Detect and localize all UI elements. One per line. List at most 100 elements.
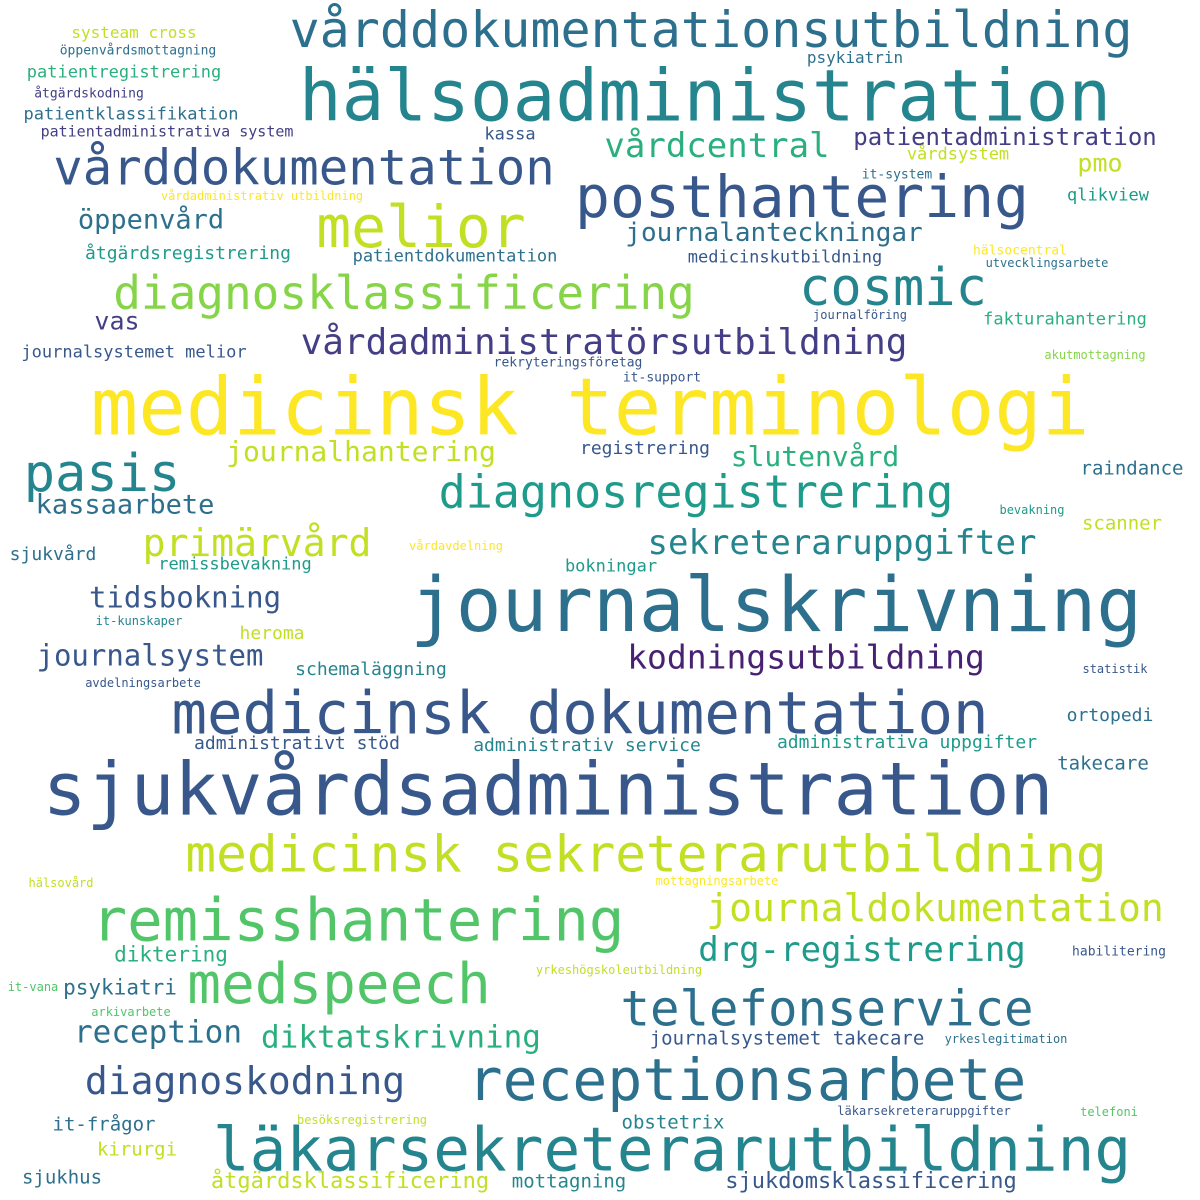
word-raindance: raindance [1080,457,1184,480]
word-it-vana: it-vana [7,980,59,994]
word-medicinsk-dokumentation: medicinsk dokumentation [171,678,989,748]
word-scanner: scanner [1081,512,1163,535]
word-remisshantering: remisshantering [91,885,625,955]
word-mottagningsarbete: mottagningsarbete [655,874,779,888]
word-it-fragor: it-frågor [52,1113,156,1136]
word-it-kunskaper: it-kunskaper [95,614,183,628]
word-drg-registrering: drg-registrering [698,930,1026,970]
word-journalsystem: journalsystem [36,638,264,673]
word-halsovard: hälsovård [28,876,94,890]
word-diktatskrivning: diktatskrivning [261,1019,541,1056]
word-yrkeslegitimation: yrkeslegitimation [944,1032,1068,1046]
word-vardcentral: vårdcentral [604,126,830,166]
word-akutmottagning: akutmottagning [1044,348,1146,362]
word-administrativt-stod: administrativt stöd [194,733,400,754]
word-varddokumentation: vårddokumentation [53,139,555,197]
word-oppenvard: öppenvård [77,204,225,236]
word-psykiatrin: psykiatrin [806,48,904,67]
word-journalsystemet-melior: journalsystemet melior [21,342,247,363]
word-melior: melior [316,193,526,261]
word-journalforing: journalföring [813,308,907,322]
word-atgardsklassificering: åtgärdsklassificering [210,1169,490,1194]
word-systeam-cross: systeam cross [71,23,197,42]
word-takecare: takecare [1057,752,1149,775]
word-journalhantering: journalhantering [226,435,496,468]
word-kodningsutbildning: kodningsutbildning [627,637,985,677]
word-vardsystem: vårdsystem [906,144,1010,165]
word-atgardskodning: åtgärdskodning [34,86,144,102]
word-rekryteringsforetag: rekryteringsföretag [493,355,643,371]
word-primarvard: primärvård [142,521,372,565]
word-medicinskutbildning: medicinskutbildning [687,247,883,268]
word-kassaarbete: kassaarbete [35,489,215,521]
word-patientregistrering: patientregistrering [26,62,222,83]
word-journalskrivning: journalskrivning [409,560,1143,649]
word-vardadministratorsutbildning: vårdadministratörsutbildning [300,322,908,363]
word-vardadministrativ-utbildning: vårdadministrativ utbildning [160,189,364,203]
word-journaldokumentation: journaldokumentation [706,886,1164,930]
word-halsocentral: hälsocentral [973,243,1067,259]
word-halsoadministration: hälsoadministration [298,54,1112,138]
word-arkivarbete: arkivarbete [91,1005,171,1019]
word-posthantering: posthantering [575,163,1029,231]
word-sjukvardsadministration: sjukvårdsadministration [42,747,1054,833]
word-kirurgi: kirurgi [96,1138,178,1161]
word-diagnosregistrering: diagnosregistrering [438,465,954,519]
word-medicinsk-terminologi: medicinsk terminologi [90,361,1090,454]
word-registrering: registrering [579,438,711,459]
word-diktering: diktering [114,942,228,967]
word-oppenvardsmottagning: öppenvårdsmottagning [59,43,217,59]
word-sjukdomsklassificering: sjukdomsklassificering [725,1169,1017,1194]
word-slutenvard: slutenvård [730,440,900,473]
word-sjukhus: sjukhus [21,1166,103,1189]
word-obstetrix: obstetrix [621,1111,725,1134]
word-medspeech: medspeech [187,952,491,1017]
word-medicinsk-sekreterarutbildning: medicinsk sekreterarutbildning [185,825,1107,885]
word-qlikview: qlikview [1067,185,1149,206]
word-telefoni: telefoni [1080,1105,1138,1119]
word-patientklassifikation: patientklassifikation [23,104,239,125]
word-diagnosklassificering: diagnosklassificering [113,266,695,320]
word-heroma: heroma [239,623,305,644]
word-journalanteckningar: journalanteckningar [625,218,923,248]
word-sekreteraruppgifter: sekreteraruppgifter [647,523,1037,563]
word-yrkeshogskoleutbildning: yrkeshögskoleutbildning [535,963,703,977]
word-besoksregistrering: besöksregistrering [296,1113,428,1127]
word-avdelningsarbete: avdelningsarbete [85,676,201,690]
word-pmo: pmo [1077,148,1123,178]
word-reception: reception [74,1014,242,1051]
word-vardavdelning: vårdavdelning [409,539,503,553]
word-psykiatri: psykiatri [63,975,177,1000]
word-patientadministrativa-system: patientadministrativa system [40,122,294,141]
word-administrativ-service: administrativ service [473,735,701,756]
word-sjukvard: sjukvård [9,544,97,565]
word-atgardsregistrering: åtgärdsregistrering [85,243,291,264]
word-receptionsarbete: receptionsarbete [467,1046,1027,1114]
word-administrativa-uppgifter: administrativa uppgifter [776,732,1038,753]
word-it-system: it-system [861,167,933,183]
word-remissbevakning: remissbevakning [158,554,312,575]
word-bevakning: bevakning [999,503,1065,517]
word-patientadministration: patientadministration [853,123,1157,151]
word-journalsystemet-takecare: journalsystemet takecare [649,1027,925,1050]
word-fakturahantering: fakturahantering [983,309,1147,330]
word-tidsbokning: tidsbokning [88,580,282,615]
word-utvecklingsarbete: utvecklingsarbete [985,256,1109,270]
word-mottagning: mottagning [511,1170,627,1193]
word-lakarsekreteraruppgifter: läkarsekreteraruppgifter [837,1104,1011,1118]
word-bokningar: bokningar [564,556,658,577]
word-ortopedi: ortopedi [1066,705,1154,726]
word-habilitering: habilitering [1072,944,1166,960]
word-cosmic: cosmic [799,258,987,318]
word-patientdokumentation: patientdokumentation [352,246,558,267]
word-diagnoskodning: diagnoskodning [84,1059,406,1103]
word-it-support: it-support [622,370,702,386]
word-telefonservice: telefonservice [620,980,1034,1038]
word-varddokumentationsutbildning: vårddokumentationsutbildning [289,1,1133,59]
word-lakarsekreterarutbildning: läkarsekreterarutbildning [212,1114,1132,1186]
word-statistik: statistik [1082,662,1148,676]
word-kassa: kassa [484,124,536,145]
word-schemalaggning: schemaläggning [295,659,447,680]
word-pasis: pasis [23,444,181,504]
